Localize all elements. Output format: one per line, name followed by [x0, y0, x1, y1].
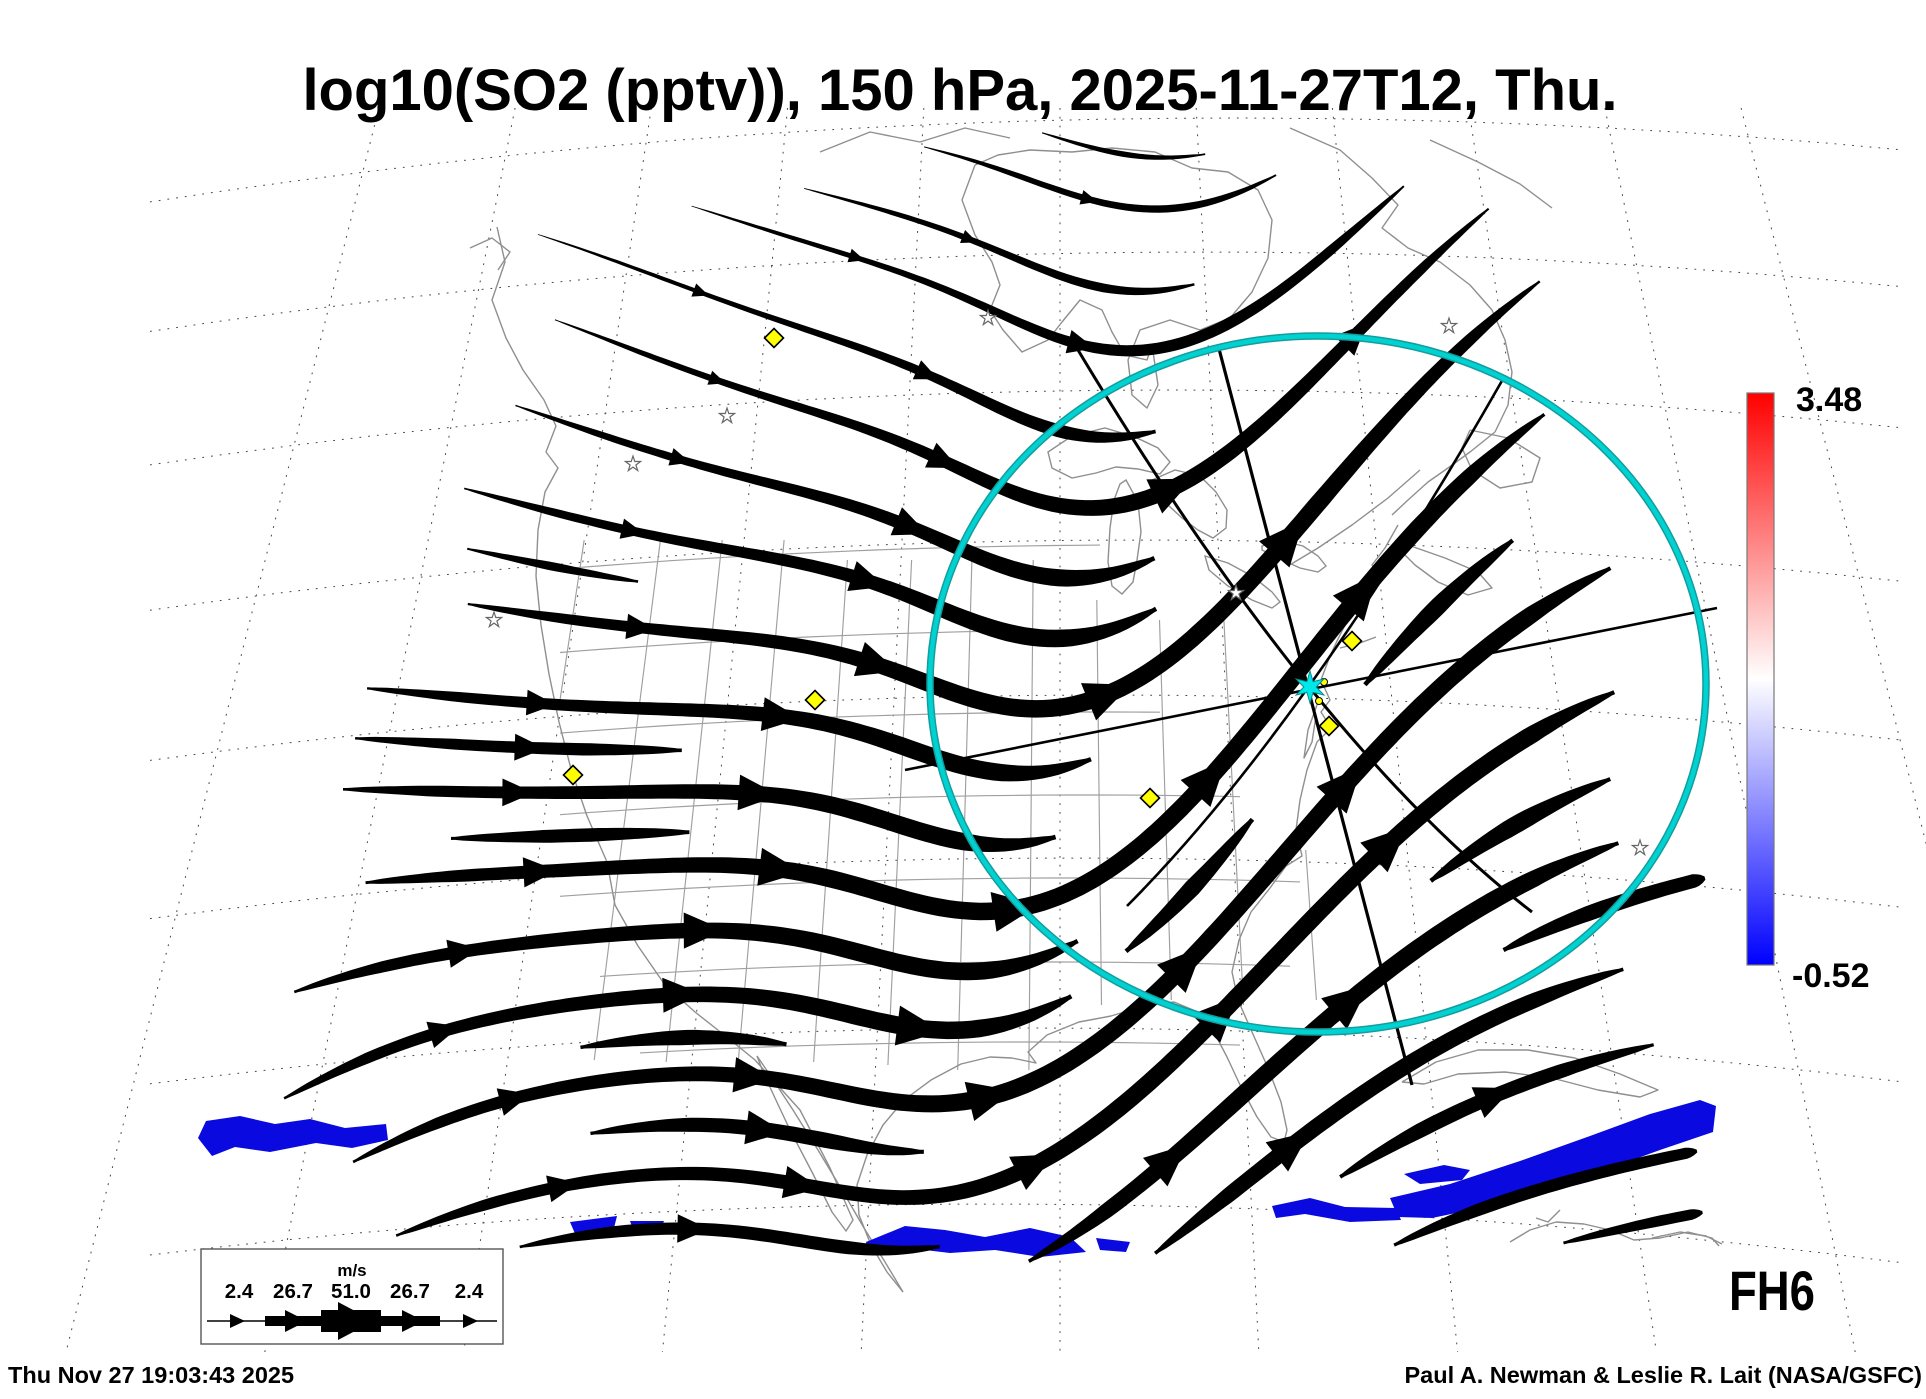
svg-text:51.0: 51.0 [331, 1280, 371, 1303]
svg-text:3.48: 3.48 [1796, 381, 1862, 419]
svg-text:FH6: FH6 [1729, 1259, 1815, 1322]
svg-text:Paul A. Newman & Leslie R. Lai: Paul A. Newman & Leslie R. Lait (NASA/GS… [1404, 1362, 1922, 1388]
svg-text:2.4: 2.4 [225, 1280, 254, 1303]
svg-text:-0.52: -0.52 [1792, 957, 1870, 995]
svg-text:Thu Nov 27 19:03:43 2025: Thu Nov 27 19:03:43 2025 [8, 1362, 294, 1388]
svg-text:2.4: 2.4 [455, 1280, 484, 1303]
svg-text:log10(SO2 (pptv)), 150 hPa, 20: log10(SO2 (pptv)), 150 hPa, 2025-11-27T1… [302, 58, 1617, 123]
svg-text:26.7: 26.7 [273, 1280, 313, 1303]
svg-text:26.7: 26.7 [390, 1280, 430, 1303]
svg-text:m/s: m/s [337, 1261, 366, 1280]
